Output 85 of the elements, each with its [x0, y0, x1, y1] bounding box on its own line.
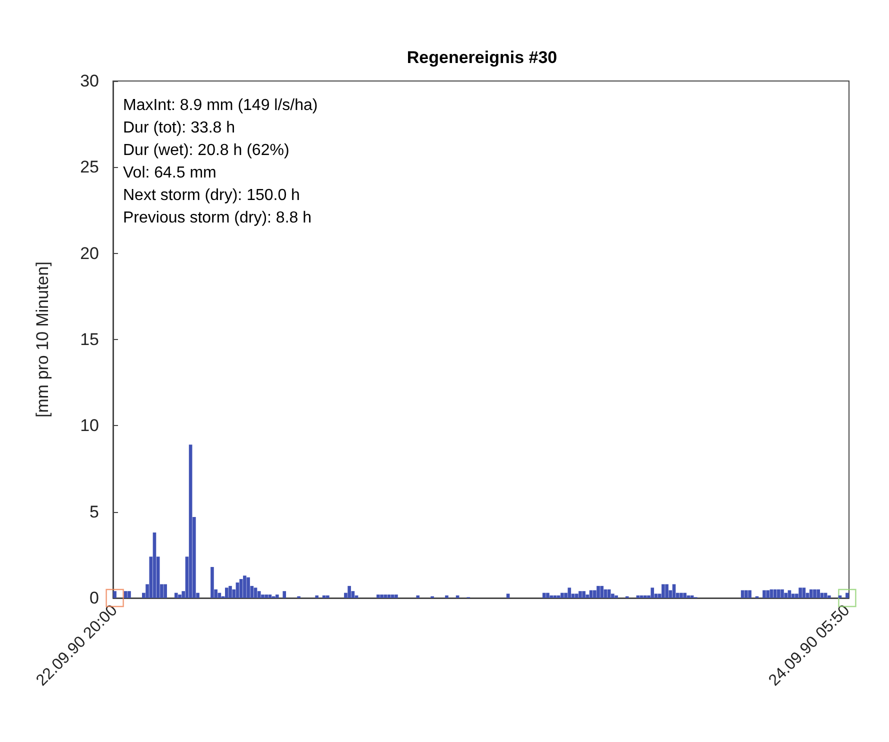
bar [282, 591, 286, 598]
y-tick-label: 15 [80, 330, 99, 349]
bar [662, 584, 665, 598]
bar [600, 586, 604, 598]
bar [740, 590, 744, 598]
bar [546, 592, 550, 598]
bar [224, 588, 228, 598]
annotation: Dur (wet): 20.8 h (62%) [123, 142, 290, 159]
bar [683, 592, 687, 598]
bar [680, 592, 683, 598]
bar [239, 579, 243, 598]
bar [264, 594, 268, 598]
bar [394, 594, 398, 598]
y-tick-label: 30 [80, 72, 99, 90]
bar [650, 588, 654, 598]
bar [261, 594, 264, 598]
bar [246, 577, 250, 598]
bar [672, 584, 676, 598]
bar [380, 594, 384, 598]
bar [416, 595, 420, 598]
bar [744, 590, 748, 598]
y-tick-label: 0 [90, 588, 99, 608]
bar [813, 589, 816, 598]
bar [275, 594, 279, 598]
bar [542, 592, 546, 598]
bar [816, 589, 820, 598]
bar [568, 588, 572, 598]
bar [611, 594, 614, 598]
bar [574, 594, 578, 598]
annotation: Next storm (dry): 150.0 h [123, 186, 300, 204]
bar [326, 595, 330, 598]
annotation: Previous storm (dry): 8.8 h [123, 209, 312, 226]
bar [798, 588, 802, 598]
chart-title: Regenereignis #30 [406, 48, 558, 67]
bar [780, 589, 784, 598]
bar [254, 588, 258, 598]
y-tick-label: 25 [80, 158, 99, 177]
bar [210, 566, 214, 598]
bar [387, 594, 391, 598]
bar [164, 584, 167, 598]
bar [776, 589, 780, 598]
bar [257, 591, 261, 598]
bar [665, 584, 668, 598]
bar [827, 595, 831, 598]
bar [643, 595, 647, 598]
bar [788, 590, 792, 598]
bar [152, 532, 156, 598]
bar [315, 595, 319, 598]
y-tick-label: 5 [90, 502, 99, 522]
bar [243, 576, 246, 598]
bar [578, 591, 582, 598]
bar [550, 595, 554, 598]
bar [384, 594, 388, 598]
annotation: Dur (tot): 33.8 h [123, 119, 236, 136]
bar [784, 592, 788, 598]
bar [445, 595, 448, 598]
bar [174, 592, 178, 598]
bar [592, 590, 596, 598]
bar [560, 592, 564, 598]
bar [614, 595, 618, 598]
y-axis-title: [mm pro 10 Minuten] [33, 262, 52, 418]
bar [268, 594, 272, 598]
bar [762, 590, 766, 598]
annotation: MaxInt: 8.9 mm (149 l/s/ha) [123, 96, 318, 114]
bar [506, 594, 510, 598]
annotation: Vol: 64.5 mm [123, 164, 216, 182]
bar [766, 590, 770, 598]
bar [124, 591, 128, 598]
bar [376, 594, 380, 598]
bar [582, 591, 586, 598]
bar [228, 586, 232, 598]
bar [178, 594, 182, 598]
bar [390, 594, 394, 598]
y-tick-label: 20 [80, 244, 99, 263]
bar [236, 582, 240, 598]
bar [589, 590, 593, 598]
bar [791, 594, 795, 598]
bar [809, 589, 813, 598]
bar [802, 588, 806, 598]
y-tick-label: 10 [80, 416, 99, 436]
bar [188, 444, 192, 598]
bar [748, 590, 752, 598]
bar [348, 586, 351, 598]
bar [128, 591, 131, 598]
bar [596, 586, 600, 598]
